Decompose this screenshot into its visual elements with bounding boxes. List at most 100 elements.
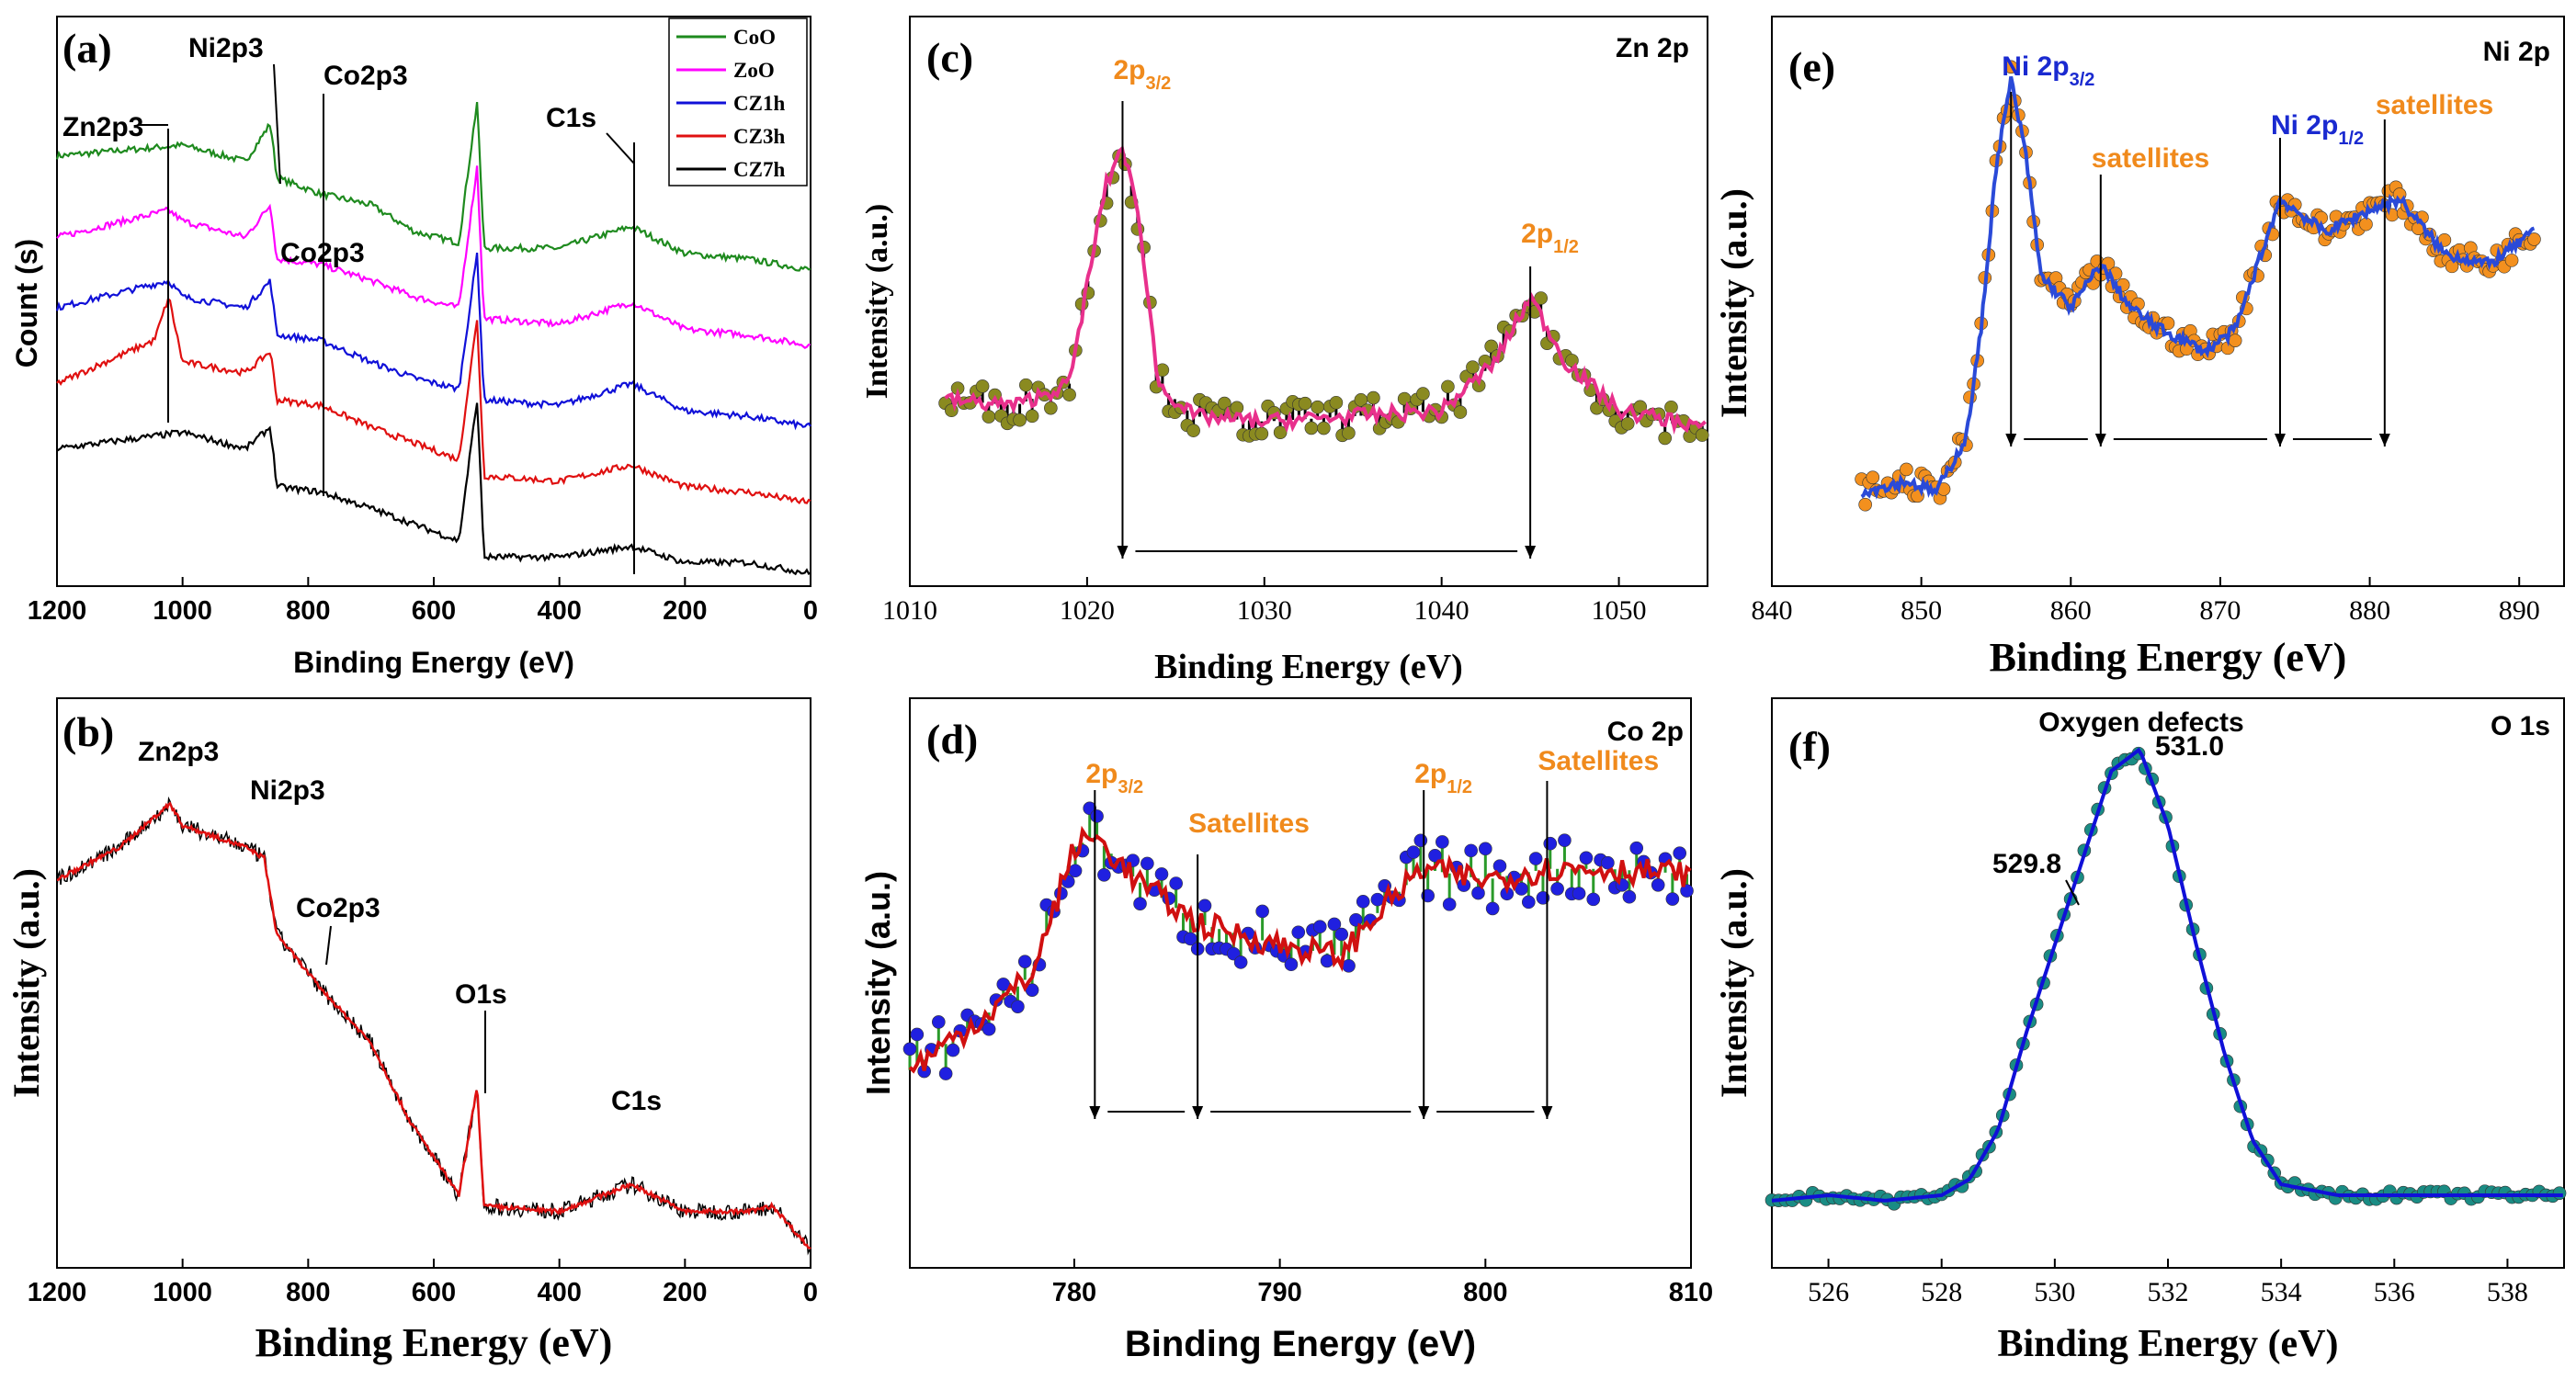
panel-a-series bbox=[55, 101, 811, 576]
panel-b-xlabel: Binding Energy (eV) bbox=[255, 1320, 613, 1365]
data-point bbox=[1197, 899, 1212, 913]
data-point bbox=[1485, 901, 1500, 916]
x-tick-label: 860 bbox=[2050, 595, 2092, 626]
data-point bbox=[2359, 217, 2373, 232]
peak-arrowhead bbox=[1418, 1106, 1430, 1119]
data-point bbox=[1019, 378, 1033, 392]
series-line-CoO bbox=[55, 101, 811, 272]
peak-arrowhead bbox=[1117, 546, 1129, 559]
panel-b-series bbox=[56, 796, 811, 1256]
annot-zn2p3-b: Zn2p3 bbox=[138, 737, 219, 767]
data-point bbox=[1680, 884, 1694, 898]
data-point bbox=[1664, 400, 1678, 414]
data-point bbox=[1406, 845, 1421, 859]
fit-line bbox=[908, 825, 1692, 1074]
panel-d-ylabel: Intensity (a.u.) bbox=[859, 871, 897, 1095]
data-point bbox=[1186, 424, 1200, 437]
legend-entries: CoO ZoO CZ1h CZ3h CZ7h bbox=[676, 26, 785, 181]
x-tick-label: 1200 bbox=[28, 596, 87, 626]
data-point bbox=[1479, 842, 1492, 856]
panel-f-corner-label: O 1s bbox=[2491, 711, 2550, 741]
raw-spectrum-line bbox=[56, 796, 811, 1256]
data-point bbox=[1601, 855, 1615, 870]
annot-ni2p3-a: Ni2p3 bbox=[188, 33, 264, 63]
data-point bbox=[1068, 864, 1083, 878]
panel-d-ticks: 780 790 800 810 bbox=[1052, 1259, 1713, 1307]
panel-b-label: (b) bbox=[62, 708, 114, 755]
data-point bbox=[1044, 401, 1058, 415]
panel-d-xlabel: Binding Energy (eV) bbox=[1125, 1324, 1476, 1364]
fit-spectrum-line bbox=[56, 801, 811, 1250]
series-line-CZ7h bbox=[56, 402, 811, 576]
data-point bbox=[2228, 333, 2242, 347]
data-point bbox=[1140, 856, 1154, 871]
data-point bbox=[1154, 867, 1169, 881]
panel-c-label: (c) bbox=[926, 34, 973, 81]
annot-co2p3-a-top: Co2p3 bbox=[323, 61, 408, 91]
x-tick-label: 790 bbox=[1257, 1278, 1301, 1307]
panel-e-xlabel: Binding Energy (eV) bbox=[1990, 635, 2347, 680]
annot-c1s-a: C1s bbox=[546, 103, 596, 133]
x-tick-label: 200 bbox=[663, 1278, 707, 1307]
panel-d-label: (d) bbox=[926, 716, 978, 763]
x-tick-label: 1040 bbox=[1414, 595, 1470, 626]
data-point bbox=[1442, 898, 1457, 911]
panel-b-ticks: 1200 1000 800 600 400 200 0 bbox=[28, 1259, 818, 1307]
panel-c-series bbox=[938, 144, 1709, 446]
panel-a-legend: CoO ZoO CZ1h CZ3h CZ7h bbox=[668, 17, 808, 187]
data-point bbox=[1367, 390, 1380, 405]
x-tick-label: 528 bbox=[1921, 1277, 1962, 1307]
x-tick-label: 530 bbox=[2034, 1277, 2075, 1307]
peak-label: 2p1/2 bbox=[1521, 219, 1579, 257]
data-point bbox=[1858, 497, 1872, 512]
data-point bbox=[1521, 895, 1536, 910]
data-point bbox=[1543, 836, 1558, 851]
data-point bbox=[1327, 917, 1342, 932]
x-tick-label: 1000 bbox=[153, 596, 212, 626]
data-point bbox=[910, 1027, 925, 1042]
data-point bbox=[1492, 859, 1507, 873]
annot-531: 531.0 bbox=[2155, 731, 2224, 762]
data-point bbox=[1528, 852, 1543, 865]
panel-f-label: (f) bbox=[1788, 723, 1831, 770]
x-tick-label: 526 bbox=[1808, 1277, 1849, 1307]
series-line-CZ3h bbox=[56, 297, 811, 504]
x-tick-label: 536 bbox=[2374, 1277, 2415, 1307]
x-tick-label: 200 bbox=[663, 596, 707, 626]
panel-f-series bbox=[1765, 746, 2567, 1211]
data-point bbox=[1416, 387, 1430, 401]
peak-label: Satellites bbox=[1188, 808, 1310, 839]
panel-d-corner-label: Co 2p bbox=[1607, 717, 1684, 747]
x-tick-label: 534 bbox=[2261, 1277, 2302, 1307]
data-point bbox=[1620, 416, 1635, 431]
data-point bbox=[1695, 428, 1709, 442]
data-point bbox=[932, 1015, 946, 1029]
panel-d-series bbox=[902, 801, 1694, 1080]
data-point bbox=[1453, 405, 1468, 419]
data-point bbox=[1284, 957, 1299, 972]
panel-e-ticks: 840 850 860 870 880 890 bbox=[1752, 577, 2540, 626]
data-point bbox=[1866, 470, 1880, 484]
legend-label-CZ7h: CZ7h bbox=[733, 158, 785, 181]
data-point bbox=[1441, 379, 1455, 394]
data-point bbox=[1356, 895, 1370, 909]
panel-a-xlabel: Binding Energy (eV) bbox=[293, 646, 574, 679]
data-point bbox=[1629, 841, 1644, 855]
series-line-CZ1h bbox=[55, 252, 811, 431]
data-point bbox=[1550, 882, 1564, 896]
data-point bbox=[1233, 955, 1248, 969]
x-tick-label: 532 bbox=[2148, 1277, 2189, 1307]
panel-a-label: (a) bbox=[62, 25, 112, 72]
data-point bbox=[1673, 846, 1686, 860]
panel-b-frame bbox=[56, 697, 811, 1269]
data-point bbox=[1370, 892, 1385, 907]
x-tick-label: 600 bbox=[412, 1278, 456, 1307]
data-point bbox=[1334, 927, 1349, 942]
peak-label: Ni 2p3/2 bbox=[2002, 51, 2094, 90]
x-tick-label: 1000 bbox=[153, 1278, 212, 1307]
panel-c-xlabel: Binding Energy (eV) bbox=[1154, 648, 1463, 686]
x-tick-label: 1200 bbox=[28, 1278, 87, 1307]
x-tick-label: 800 bbox=[286, 1278, 330, 1307]
fit-line bbox=[1771, 747, 2563, 1203]
